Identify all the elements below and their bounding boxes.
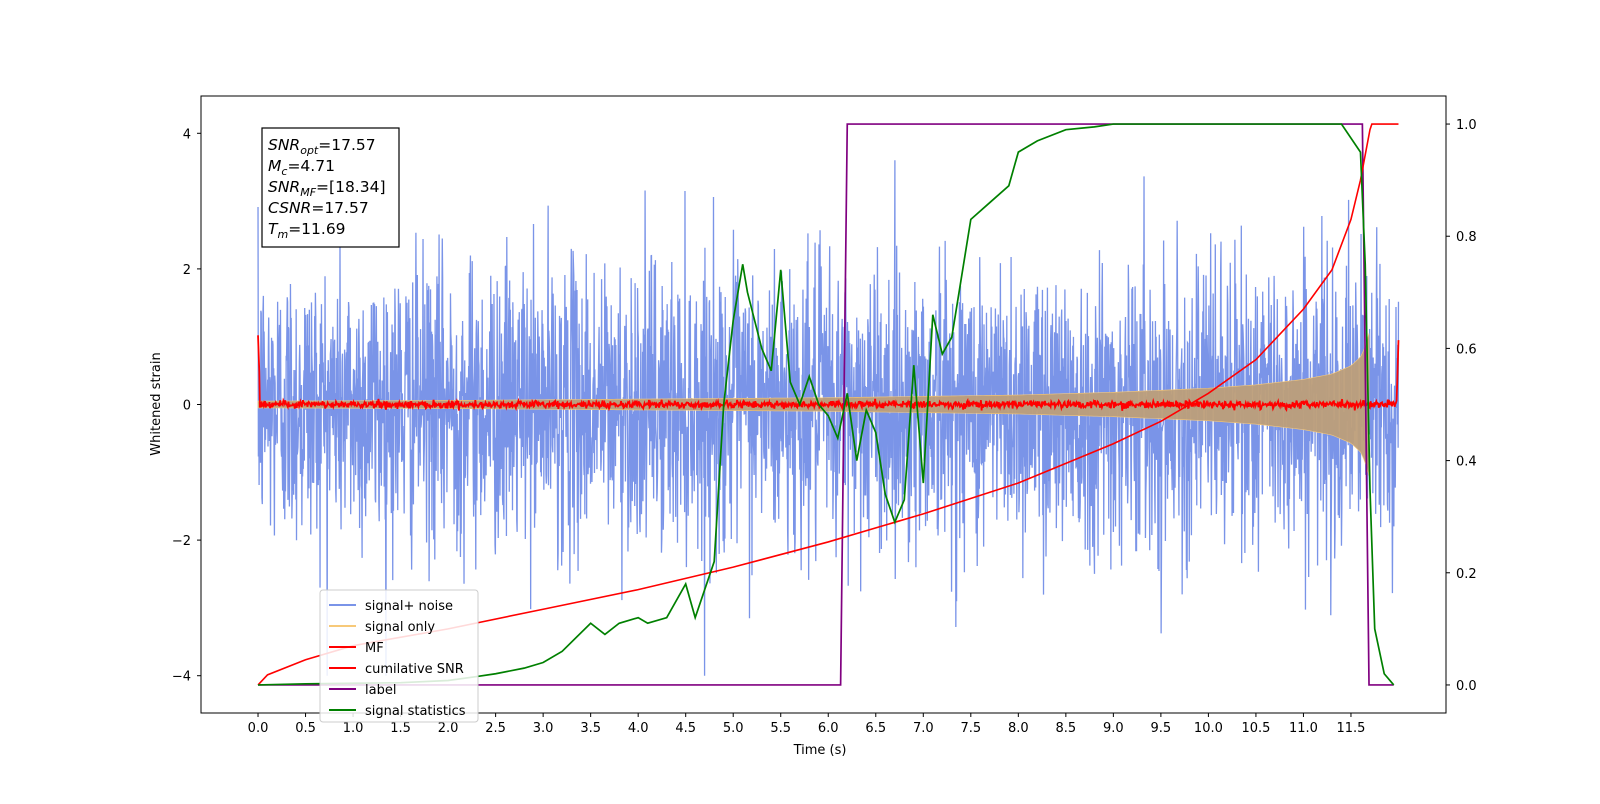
x-tick-label: 2.0 [438,721,459,736]
x-tick-label: 10.0 [1194,721,1223,736]
info-line: CSNR=17.57 [268,199,369,217]
x-tick-label: 4.5 [675,721,696,736]
info-line: SNRMF=[18.34] [268,178,386,199]
info-line: SNRopt=17.57 [268,136,376,157]
x-tick-label: 5.0 [723,721,744,736]
x-tick-label: 1.0 [343,721,364,736]
y2-tick-label: 0.4 [1456,455,1477,470]
legend-label: label [365,683,396,698]
y2-tick-label: 0.0 [1456,679,1477,694]
x-tick-label: 9.0 [1103,721,1124,736]
x-tick-label: 10.5 [1241,721,1270,736]
y2-tick-label: 0.8 [1456,230,1477,245]
series-signal-noise-line [257,160,1400,676]
y-axis-label: Whitened strain [149,352,164,455]
x-tick-label: 0.0 [248,721,269,736]
y-tick-label: 4 [183,127,191,142]
legend-label: MF [365,641,384,656]
x-tick-label: 1.5 [390,721,411,736]
legend-frame [319,589,479,723]
x-tick-label: 4.0 [628,721,649,736]
x-axis-label: Time (s) [793,743,847,758]
info-line: Tm=11.69 [268,220,346,241]
x-tick-label: 11.5 [1336,721,1365,736]
legend-label: signal statistics [365,704,466,719]
x-tick-label: 9.5 [1151,721,1172,736]
y-tick-label: 0 [183,399,191,414]
legend-label: cumilative SNR [365,662,464,677]
series-signal-statistics-line [257,123,1395,686]
legend: signal+ noise signal only MF cumilative SNR… [319,589,479,723]
x-tick-label: 6.5 [865,721,886,736]
x-tick-label: 11.0 [1289,721,1318,736]
info-box-frame [261,127,400,248]
x-tick-label: 7.0 [913,721,934,736]
info-line: Mc=4.71 [268,157,335,178]
legend-label: signal only [365,620,435,635]
y-tick-label: −2 [172,534,191,549]
series-mf-line [257,335,1400,412]
y-tick-label: −4 [172,670,191,685]
x-tick-label: 6.0 [818,721,839,736]
stats-info-box: SNRopt=17.57Mc=4.71SNRMF=[18.34]CSNR=17.… [261,127,400,248]
y2-tick-label: 1.0 [1456,118,1477,133]
x-tick-label: 8.0 [1008,721,1029,736]
x-tick-label: 3.5 [580,721,601,736]
series-label-line [258,123,1394,686]
x-tick-label: 7.5 [960,721,981,736]
x-tick-label: 8.5 [1056,721,1077,736]
x-tick-label: 0.5 [295,721,316,736]
x-tick-label: 5.5 [770,721,791,736]
y-tick-label: 2 [183,263,191,278]
y2-tick-label: 0.6 [1456,342,1477,357]
y2-tick-label: 0.2 [1456,567,1477,582]
x-tick-label: 3.0 [533,721,554,736]
legend-label: signal+ noise [365,599,453,614]
x-tick-label: 2.5 [485,721,506,736]
